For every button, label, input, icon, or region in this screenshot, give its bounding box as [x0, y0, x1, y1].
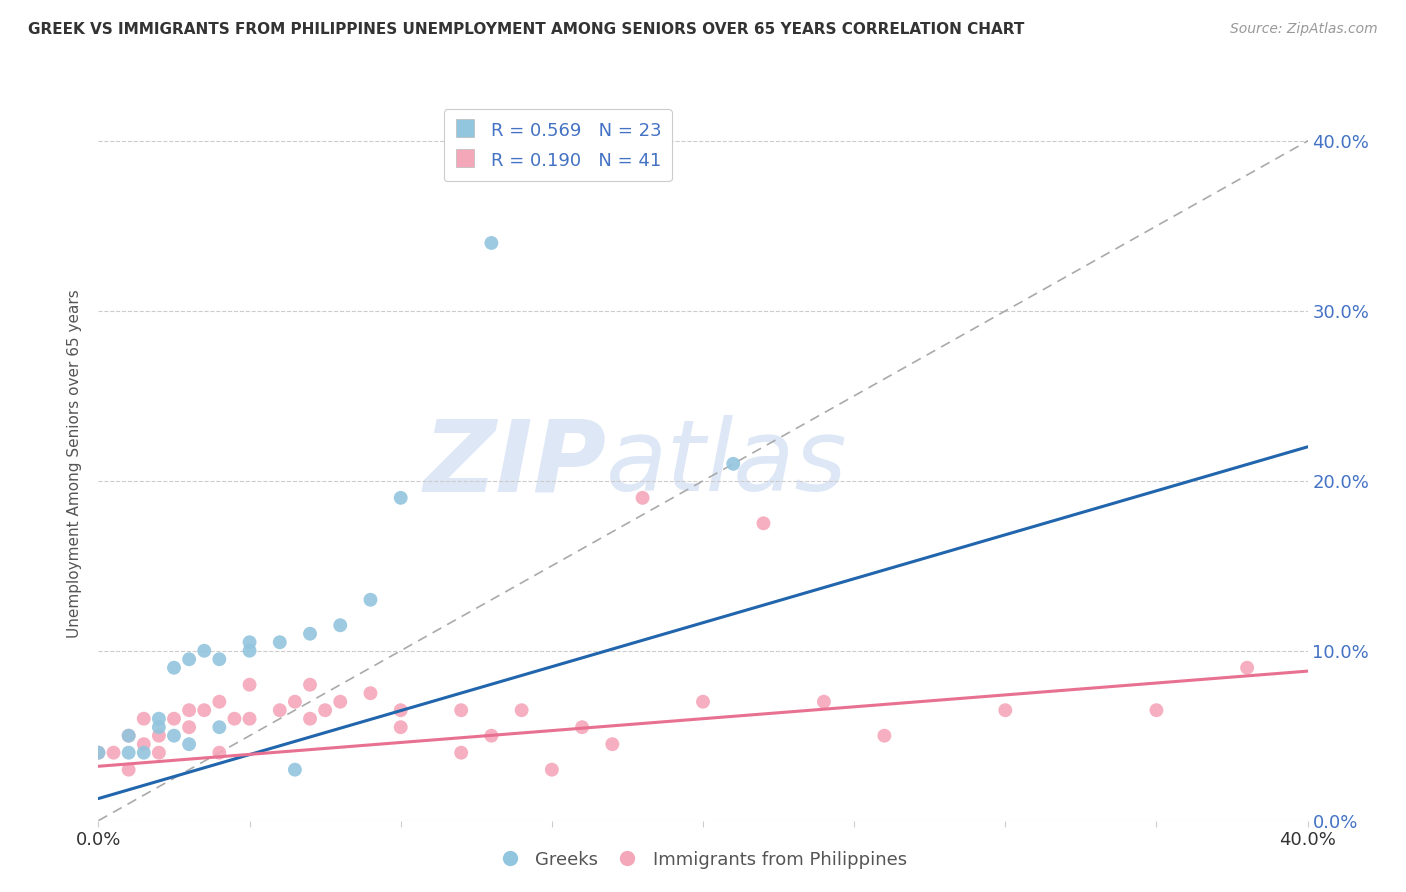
Point	[481, 729, 503, 743]
Point	[118, 729, 141, 743]
Point	[118, 729, 141, 743]
Point	[87, 746, 110, 760]
Point	[239, 678, 262, 692]
Point	[193, 644, 215, 658]
Point	[163, 712, 186, 726]
Point	[299, 626, 322, 640]
Point	[208, 720, 231, 734]
Point	[87, 746, 110, 760]
Point	[208, 746, 231, 760]
Point	[360, 592, 382, 607]
Point	[179, 652, 201, 666]
Point	[132, 712, 155, 726]
Text: Source: ZipAtlas.com: Source: ZipAtlas.com	[1230, 22, 1378, 37]
Point	[148, 720, 170, 734]
Point	[692, 695, 714, 709]
Point	[723, 457, 745, 471]
Point	[994, 703, 1017, 717]
Point	[284, 763, 307, 777]
Point	[510, 703, 533, 717]
Point	[163, 661, 186, 675]
Point	[148, 746, 170, 760]
Point	[389, 720, 412, 734]
Text: ZIP: ZIP	[423, 416, 606, 512]
Point	[163, 729, 186, 743]
Point	[179, 737, 201, 751]
Y-axis label: Unemployment Among Seniors over 65 years: Unemployment Among Seniors over 65 years	[67, 290, 83, 638]
Point	[208, 695, 231, 709]
Point	[329, 618, 352, 632]
Point	[389, 703, 412, 717]
Point	[284, 695, 307, 709]
Point	[132, 746, 155, 760]
Point	[132, 737, 155, 751]
Point	[540, 763, 562, 777]
Point	[224, 712, 246, 726]
Point	[752, 516, 775, 531]
Point	[389, 491, 412, 505]
Point	[193, 703, 215, 717]
Point	[269, 703, 291, 717]
Point	[239, 635, 262, 649]
Point	[450, 746, 472, 760]
Point	[571, 720, 593, 734]
Point	[450, 703, 472, 717]
Point	[118, 746, 141, 760]
Text: atlas: atlas	[606, 416, 848, 512]
Point	[314, 703, 336, 717]
Point	[299, 678, 322, 692]
Point	[148, 729, 170, 743]
Point	[103, 746, 125, 760]
Point	[148, 712, 170, 726]
Text: GREEK VS IMMIGRANTS FROM PHILIPPINES UNEMPLOYMENT AMONG SENIORS OVER 65 YEARS CO: GREEK VS IMMIGRANTS FROM PHILIPPINES UNE…	[28, 22, 1025, 37]
Point	[1236, 661, 1258, 675]
Point	[299, 712, 322, 726]
Point	[329, 695, 352, 709]
Point	[481, 235, 503, 250]
Point	[269, 635, 291, 649]
Point	[179, 720, 201, 734]
Point	[239, 712, 262, 726]
Point	[118, 763, 141, 777]
Point	[239, 644, 262, 658]
Point	[360, 686, 382, 700]
Point	[602, 737, 624, 751]
Point	[873, 729, 896, 743]
Point	[208, 652, 231, 666]
Point	[813, 695, 835, 709]
Point	[631, 491, 654, 505]
Point	[179, 703, 201, 717]
Legend: Greeks, Immigrants from Philippines: Greeks, Immigrants from Philippines	[492, 844, 914, 876]
Point	[1144, 703, 1167, 717]
